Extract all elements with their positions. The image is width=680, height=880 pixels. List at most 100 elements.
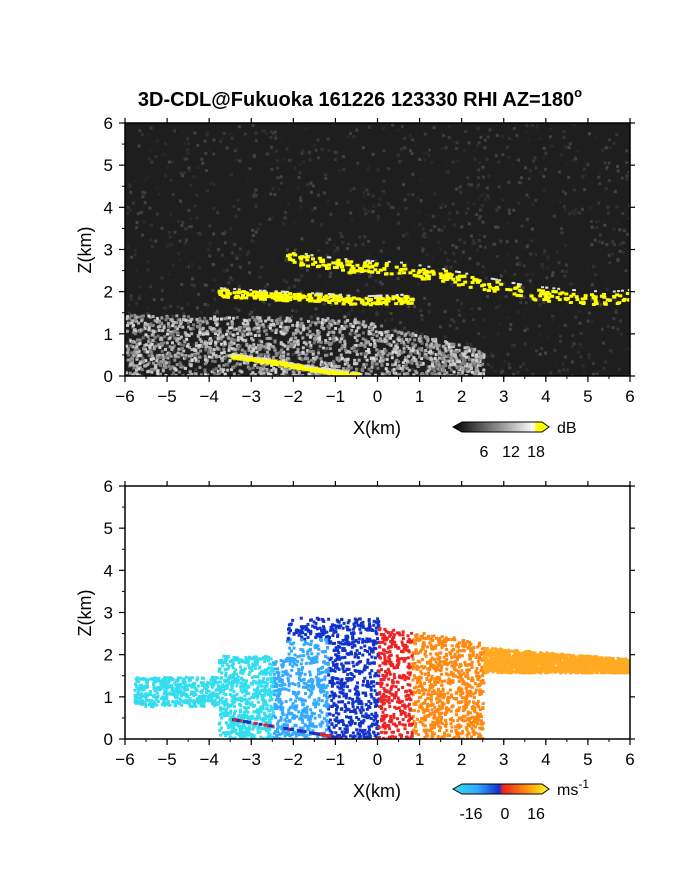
noise-cell bbox=[269, 130, 273, 134]
noise-cell bbox=[475, 213, 479, 217]
echo-cell bbox=[133, 351, 137, 355]
echo-cell bbox=[297, 353, 301, 357]
echo-cell bbox=[188, 346, 192, 350]
echo-cell bbox=[298, 323, 302, 327]
strong-echo-cell bbox=[339, 297, 344, 301]
echo-cell bbox=[206, 332, 210, 336]
noise-cell bbox=[442, 133, 446, 137]
echo-cell bbox=[230, 321, 234, 325]
echo-cell bbox=[236, 336, 240, 340]
noise-cell bbox=[165, 305, 169, 309]
echo-cell bbox=[322, 372, 326, 376]
noise-cell bbox=[578, 321, 582, 325]
echo-cell bbox=[193, 372, 197, 376]
echo-cell bbox=[140, 319, 144, 323]
echo-cell bbox=[201, 320, 205, 324]
noise-cell bbox=[600, 241, 604, 245]
echo-cell bbox=[201, 332, 205, 336]
strong-echo-cell bbox=[264, 292, 269, 296]
noise-cell bbox=[212, 182, 216, 186]
echo-cell bbox=[460, 352, 464, 356]
echo-cell bbox=[133, 353, 137, 357]
velocity-cell bbox=[311, 722, 315, 726]
noise-cell bbox=[216, 248, 220, 252]
strong-echo-cell bbox=[550, 294, 555, 298]
noise-cell bbox=[211, 289, 215, 293]
x-tick-label: −5 bbox=[157, 387, 176, 406]
noise-cell bbox=[627, 204, 630, 208]
x-tick-label: 0 bbox=[373, 387, 382, 406]
strong-echo-cell bbox=[486, 289, 491, 293]
strong-echo-cell bbox=[329, 295, 334, 299]
echo-cell bbox=[419, 348, 423, 352]
echo-cell bbox=[231, 316, 235, 320]
echo-cell bbox=[396, 353, 400, 357]
echo-cell bbox=[318, 344, 322, 348]
echo-cell bbox=[164, 373, 168, 376]
velocity-cell bbox=[219, 698, 223, 702]
echo-cell bbox=[255, 350, 259, 354]
noise-cell bbox=[607, 161, 611, 165]
noise-cell bbox=[444, 265, 448, 269]
echo-cell bbox=[374, 357, 378, 361]
velocity-cell bbox=[158, 688, 162, 692]
echo-cell bbox=[209, 339, 213, 343]
echo-cell bbox=[326, 324, 330, 328]
strong-echo-cell bbox=[558, 292, 563, 296]
strong-echo-cell bbox=[268, 359, 273, 363]
echo-cell bbox=[227, 346, 231, 350]
noise-cell bbox=[362, 206, 366, 210]
echo-cell bbox=[287, 340, 291, 344]
noise-cell bbox=[469, 343, 473, 347]
echo-cell bbox=[407, 368, 411, 372]
noise-cell bbox=[470, 244, 474, 248]
noise-cell bbox=[366, 167, 370, 171]
echo-cell bbox=[188, 370, 192, 374]
echo-cell bbox=[182, 343, 186, 347]
echo-cell bbox=[196, 351, 200, 355]
noise-cell bbox=[520, 224, 524, 228]
echo-cell bbox=[170, 347, 174, 351]
echo-cell bbox=[302, 341, 306, 345]
strong-echo-cell bbox=[591, 294, 596, 298]
echo-cell bbox=[460, 361, 464, 365]
noise-cell bbox=[495, 254, 499, 258]
echo-cell bbox=[222, 350, 226, 354]
colorbar-tick: 18 bbox=[527, 444, 545, 461]
noise-cell bbox=[313, 206, 317, 210]
noise-cell bbox=[323, 214, 327, 218]
noise-cell bbox=[350, 349, 354, 353]
echo-cell bbox=[236, 347, 240, 351]
noise-cell bbox=[511, 344, 515, 348]
echo-cell bbox=[135, 364, 139, 368]
echo-cell bbox=[420, 341, 424, 345]
noise-cell bbox=[487, 197, 491, 201]
noise-cell bbox=[325, 241, 329, 245]
noise-cell bbox=[143, 178, 147, 182]
echo-cell bbox=[369, 323, 373, 327]
noise-cell bbox=[201, 161, 205, 165]
echo-cell bbox=[372, 339, 376, 343]
echo-cell bbox=[287, 361, 291, 365]
velocity-cell bbox=[257, 657, 261, 661]
noise-cell bbox=[597, 178, 601, 182]
noise-cell bbox=[590, 243, 594, 247]
echo-cell bbox=[363, 354, 367, 358]
strong-echo-cell bbox=[397, 299, 402, 303]
echo-cell bbox=[297, 373, 301, 376]
echo-cell bbox=[314, 323, 318, 327]
echo-cell bbox=[251, 348, 255, 352]
noise-cell bbox=[507, 211, 511, 215]
velocity-cell bbox=[351, 731, 355, 735]
strong-echo-cell bbox=[607, 298, 612, 302]
strong-echo-cell bbox=[340, 370, 345, 374]
echo-cell bbox=[131, 345, 135, 349]
velocity-cell bbox=[232, 711, 236, 715]
strong-echo-cell bbox=[612, 294, 617, 298]
noise-cell bbox=[454, 147, 458, 151]
echo-cell bbox=[458, 353, 462, 357]
velocity-cell bbox=[224, 734, 228, 738]
strong-echo-cell bbox=[244, 356, 249, 360]
noise-cell bbox=[419, 199, 423, 203]
noise-cell bbox=[219, 364, 223, 368]
